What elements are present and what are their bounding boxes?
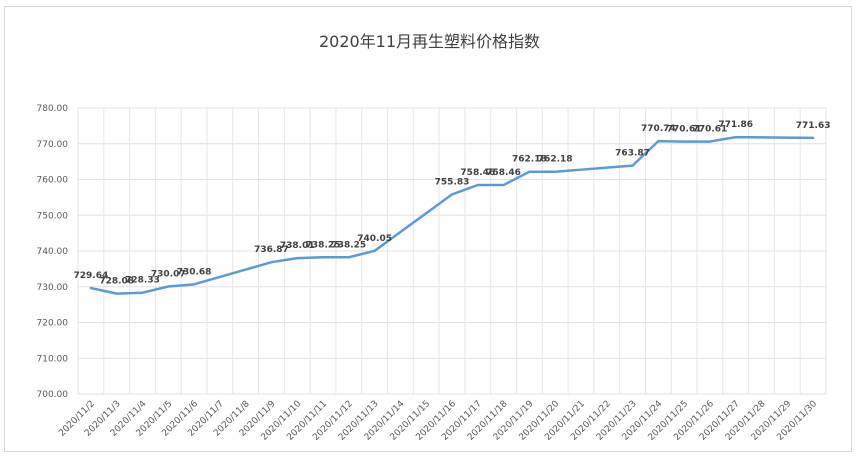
y-tick-label: 780.00 bbox=[37, 104, 69, 114]
chart-title: 2020年11月再生塑料价格指数 bbox=[318, 32, 541, 51]
y-tick-label: 710.00 bbox=[37, 354, 69, 364]
y-tick-label: 740.00 bbox=[37, 247, 69, 257]
data-label: 771.63 bbox=[796, 121, 831, 131]
data-label: 770.61 bbox=[667, 125, 702, 135]
data-label: 738.01 bbox=[280, 241, 315, 251]
y-tick-label: 700.00 bbox=[37, 390, 69, 400]
y-axis-ticks: 700.00 710.00 720.00 730.00 740.00 750.00 760.… bbox=[37, 104, 69, 400]
data-label: 755.83 bbox=[435, 177, 470, 187]
y-tick-label: 720.00 bbox=[37, 319, 69, 329]
series-line bbox=[89, 135, 815, 295]
data-label: 758.46 bbox=[486, 168, 521, 178]
data-label: 740.05 bbox=[357, 234, 392, 244]
data-label: 762.18 bbox=[512, 155, 547, 165]
data-label: 738.25 bbox=[306, 240, 341, 250]
x-axis-ticks: 2020/11/22020/11/32020/11/42020/11/52020… bbox=[57, 399, 819, 443]
data-label: 736.87 bbox=[254, 245, 289, 255]
y-tick-label: 760.00 bbox=[37, 176, 69, 186]
data-label: 770.61 bbox=[693, 125, 728, 135]
chart-frame bbox=[4, 6, 852, 452]
data-label: 730.07 bbox=[151, 269, 186, 279]
data-label: 728.33 bbox=[125, 276, 160, 286]
data-label: 738.25 bbox=[331, 240, 366, 250]
data-label: 770.74 bbox=[641, 124, 676, 134]
data-label: 729.64 bbox=[74, 271, 109, 281]
data-label: 758.46 bbox=[460, 168, 495, 178]
data-label: 763.87 bbox=[615, 149, 650, 159]
y-tick-label: 730.00 bbox=[37, 283, 69, 293]
data-label: 771.86 bbox=[718, 120, 753, 130]
y-tick-label: 750.00 bbox=[37, 211, 69, 221]
data-label: 728.08 bbox=[99, 277, 134, 287]
data-label: 730.68 bbox=[177, 267, 212, 277]
data-labels: 729.64728.08728.33730.07730.68736.87738.… bbox=[74, 120, 831, 287]
grid-lines bbox=[77, 107, 827, 395]
data-label: 762.18 bbox=[538, 155, 573, 165]
y-tick-label: 770.00 bbox=[37, 140, 69, 150]
